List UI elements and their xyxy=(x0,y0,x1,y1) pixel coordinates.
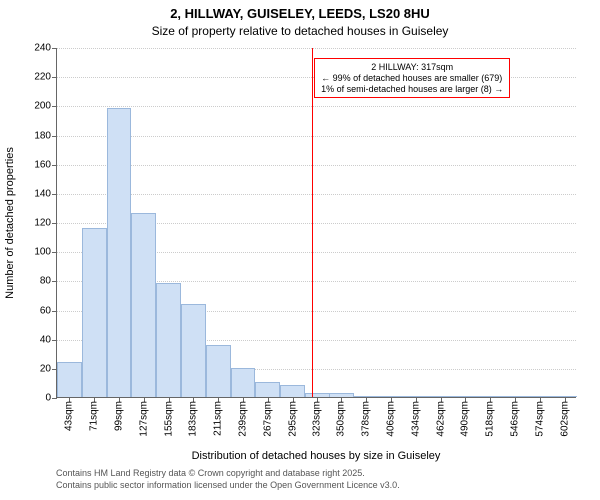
annotation-line: 2 HILLWAY: 317sqm xyxy=(321,62,503,73)
y-tick-label: 120 xyxy=(34,218,57,229)
x-tick-label: 71sqm xyxy=(89,397,100,431)
x-tick-label: 43sqm xyxy=(64,397,75,431)
gridline xyxy=(57,136,576,137)
y-tick-label: 40 xyxy=(40,334,57,345)
histogram-bar xyxy=(206,345,231,398)
x-tick-label: 546sqm xyxy=(509,397,520,437)
x-tick-label: 350sqm xyxy=(336,397,347,437)
chart-title: 2, HILLWAY, GUISELEY, LEEDS, LS20 8HU xyxy=(0,6,600,21)
x-axis-label: Distribution of detached houses by size … xyxy=(56,450,576,462)
y-tick-label: 100 xyxy=(34,247,57,258)
x-tick-label: 239sqm xyxy=(238,397,249,437)
x-tick-label: 462sqm xyxy=(435,397,446,437)
histogram-bar xyxy=(231,368,256,397)
marker-line xyxy=(312,48,313,397)
x-tick-label: 99sqm xyxy=(114,397,125,431)
annotation-line: 1% of semi-detached houses are larger (8… xyxy=(321,84,503,95)
y-tick-label: 60 xyxy=(40,305,57,316)
y-tick-label: 20 xyxy=(40,363,57,374)
histogram-bar xyxy=(57,362,82,397)
y-tick-label: 220 xyxy=(34,72,57,83)
y-axis-label: Number of detached properties xyxy=(4,147,16,299)
footer-attribution: Contains HM Land Registry data © Crown c… xyxy=(56,468,400,491)
plot-area: 02040608010012014016018020022024043sqm71… xyxy=(56,48,576,398)
histogram-bar xyxy=(280,385,305,397)
x-tick-label: 574sqm xyxy=(534,397,545,437)
x-tick-label: 267sqm xyxy=(262,397,273,437)
x-tick-label: 211sqm xyxy=(213,397,224,436)
gridline xyxy=(57,48,576,49)
y-tick-label: 160 xyxy=(34,159,57,170)
footer-line2: Contains public sector information licen… xyxy=(56,480,400,492)
histogram-bar xyxy=(82,228,107,397)
x-tick-label: 406sqm xyxy=(385,397,396,437)
x-tick-label: 155sqm xyxy=(163,397,174,437)
annotation-box: 2 HILLWAY: 317sqm← 99% of detached house… xyxy=(314,58,510,98)
gridline xyxy=(57,165,576,166)
gridline xyxy=(57,194,576,195)
x-tick-label: 295sqm xyxy=(287,397,298,437)
x-tick-label: 323sqm xyxy=(312,397,323,437)
x-tick-label: 183sqm xyxy=(188,397,199,437)
histogram-bar xyxy=(131,213,156,397)
x-tick-label: 602sqm xyxy=(559,397,570,437)
gridline xyxy=(57,106,576,107)
y-tick-label: 80 xyxy=(40,276,57,287)
footer-line1: Contains HM Land Registry data © Crown c… xyxy=(56,468,400,480)
y-tick-label: 200 xyxy=(34,101,57,112)
x-tick-label: 490sqm xyxy=(460,397,471,437)
histogram-bar xyxy=(255,382,280,397)
histogram-bar xyxy=(107,108,132,397)
y-tick-label: 140 xyxy=(34,188,57,199)
y-tick-label: 180 xyxy=(34,130,57,141)
histogram-bar xyxy=(156,283,181,397)
histogram-bar xyxy=(181,304,206,397)
x-tick-label: 378sqm xyxy=(361,397,372,437)
y-tick-label: 240 xyxy=(34,43,57,54)
annotation-line: ← 99% of detached houses are smaller (67… xyxy=(321,73,503,84)
x-tick-label: 434sqm xyxy=(410,397,421,437)
x-tick-label: 127sqm xyxy=(138,397,149,437)
chart-subtitle: Size of property relative to detached ho… xyxy=(0,24,600,38)
y-tick-label: 0 xyxy=(45,393,57,404)
x-tick-label: 518sqm xyxy=(485,397,496,437)
